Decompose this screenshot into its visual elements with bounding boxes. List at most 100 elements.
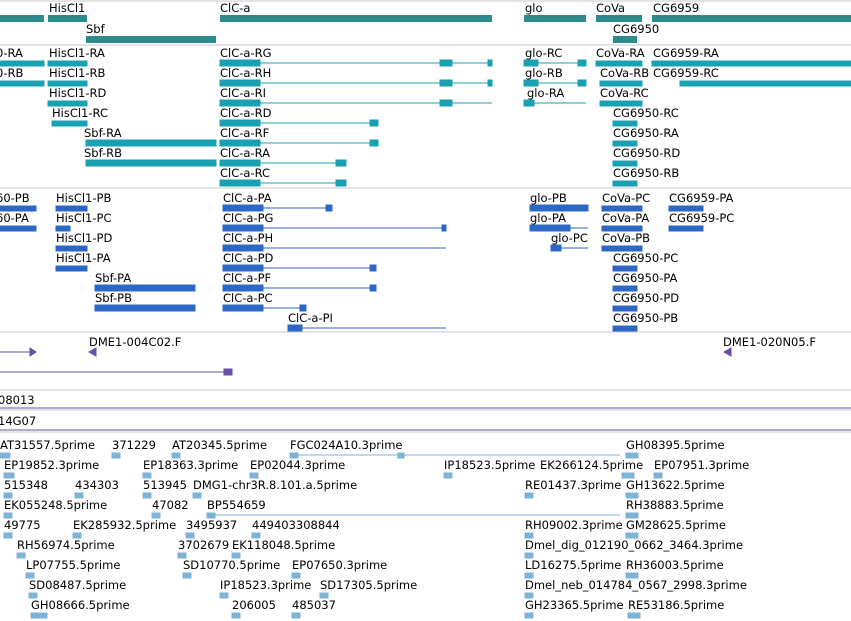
protein-label[interactable]: CG6959-PA [669,191,734,205]
clone-feature[interactable] [722,347,732,357]
gene-label[interactable]: HisCl1 [49,1,85,15]
transcript-model[interactable] [523,79,587,87]
est-label[interactable]: Dmel_dig_012190_0662_3464.3prime [525,538,743,552]
est-label[interactable]: 449403308844 [252,518,340,532]
protein-label[interactable]: HisCl1-PB [56,191,111,205]
est-label[interactable]: LD16275.5prime [525,558,621,572]
protein-label[interactable]: CoVa-PC [602,191,650,205]
clone-feature[interactable] [0,368,233,376]
est-feature[interactable] [142,472,152,479]
est-feature[interactable] [625,532,639,539]
transcript-model[interactable] [219,59,493,67]
transcript-label[interactable]: HisCl1-RC [52,106,108,120]
est-feature[interactable] [627,612,641,619]
protein-model[interactable] [222,244,446,252]
gene-label[interactable]: CoVa [596,1,625,15]
protein-model[interactable] [0,225,37,232]
gene-label[interactable]: CG6950 [613,22,659,36]
protein-label[interactable]: CG6950-PA [613,271,678,285]
est-label[interactable]: IP18523.5prime [444,458,535,472]
protein-model[interactable] [222,284,377,292]
est-label[interactable]: RH56974.5prime [17,538,115,552]
gene-bar[interactable] [48,15,87,22]
gene-label[interactable]: CG6959 [653,1,699,15]
protein-model[interactable] [601,245,643,252]
est-label[interactable]: RE01437.3prime [525,478,621,492]
clone-feature[interactable] [87,347,97,357]
transcript-model[interactable] [651,60,851,67]
est-label[interactable]: RH09002.3prime [525,518,623,532]
protein-model[interactable] [668,225,704,232]
est-feature[interactable] [524,592,534,599]
est-feature[interactable] [206,512,620,519]
protein-label[interactable]: HisCl1-PD [56,231,112,245]
est-feature[interactable] [291,612,301,619]
protein-label[interactable]: glo-PA [530,211,566,225]
transcript-model[interactable] [219,79,493,87]
est-feature[interactable] [25,572,35,579]
gene-bar[interactable] [86,36,216,43]
transcript-label[interactable]: glo-RA [527,86,564,100]
est-feature[interactable] [524,612,534,619]
protein-label[interactable]: ClC-a-PG [223,211,273,225]
est-feature[interactable] [251,532,261,539]
est-feature[interactable] [3,472,15,479]
transcript-label[interactable]: Sbf-RB [84,146,122,160]
protein-model[interactable] [0,205,37,212]
protein-model[interactable] [529,204,589,212]
protein-label[interactable]: ClC-a-PI [288,311,333,325]
transcript-label[interactable]: ClC-a-RG [220,46,272,60]
est-label[interactable]: GH08395.5prime [626,438,725,452]
est-label[interactable]: SD10770.5prime [183,558,280,572]
protein-model[interactable] [222,304,307,312]
transcript-label[interactable]: CG6950-RB [613,166,679,180]
protein-label[interactable]: Sbf-PB [95,291,132,305]
protein-model[interactable] [612,285,638,292]
transcript-label[interactable]: CG6959-RA [653,46,719,60]
est-feature[interactable] [625,512,639,519]
transcript-label[interactable]: ClC-a-RA [220,146,270,160]
transcript-model[interactable] [47,60,88,67]
transcript-label[interactable]: glo-RB [525,66,563,80]
est-label[interactable]: EK118048.5prime [232,538,335,552]
est-label[interactable]: GH23365.5prime [525,598,624,612]
est-feature[interactable] [3,492,13,499]
est-label[interactable]: GH13622.5prime [626,478,725,492]
protein-label[interactable]: glo-PB [530,191,567,205]
transcript-model[interactable] [679,80,851,87]
clone-label[interactable]: 08013 [0,393,35,407]
est-label[interactable]: EP07650.3prime [292,558,387,572]
protein-model[interactable] [550,244,588,252]
est-label[interactable]: FGC024A10.3prime [290,438,402,452]
est-feature[interactable] [3,532,13,539]
transcript-model[interactable] [523,99,586,107]
transcript-label[interactable]: CG6959-RC [653,66,719,80]
protein-label[interactable]: 60-PA [0,211,29,225]
transcript-label[interactable]: CoVa-RB [600,66,649,80]
transcript-label[interactable]: HisCl1-RD [49,86,107,100]
est-feature[interactable] [111,452,121,459]
est-label[interactable]: 47082 [152,498,189,512]
protein-label[interactable]: ClC-a-PH [223,231,273,245]
est-feature[interactable] [28,592,38,599]
transcript-label[interactable]: CoVa-RC [600,86,649,100]
transcript-model[interactable] [612,160,638,167]
est-label[interactable]: Dmel_neb_014784_0567_2998.3prime [525,578,747,592]
est-feature[interactable] [16,552,26,559]
protein-label[interactable]: glo-PC [551,231,588,245]
protein-label[interactable]: Sbf-PA [95,271,131,285]
protein-label[interactable]: HisCl1-PA [56,251,111,265]
protein-label[interactable]: 60-PB [0,191,30,205]
protein-model[interactable] [222,224,447,232]
est-feature[interactable] [185,532,195,539]
est-label[interactable]: IP18523.3prime [220,578,311,592]
protein-model[interactable] [668,205,704,212]
transcript-label[interactable]: HisCl1-RA [49,46,105,60]
transcript-model[interactable] [219,159,347,167]
transcript-model[interactable] [612,180,638,187]
est-feature[interactable] [192,492,202,499]
est-feature[interactable] [625,492,639,499]
est-feature[interactable] [74,492,84,499]
transcript-model[interactable] [595,60,643,67]
est-label[interactable]: EP19852.3prime [4,458,99,472]
